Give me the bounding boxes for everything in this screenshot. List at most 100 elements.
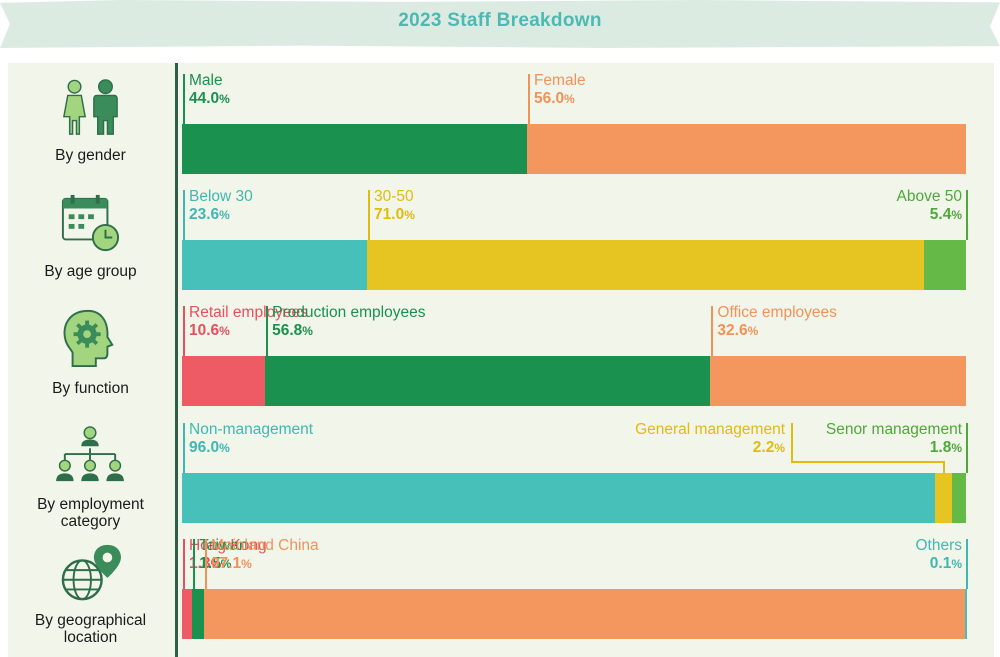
org-chart-icon: [56, 426, 124, 482]
bar-segment: [182, 124, 527, 174]
percent-unit: %: [219, 208, 230, 222]
percent-unit: %: [951, 441, 962, 455]
bar-segment: [951, 473, 966, 523]
globe-pin-icon: [61, 544, 121, 601]
segment-percent: 97.1%: [211, 555, 252, 573]
category-divider: [175, 63, 178, 657]
bar-segment: [265, 356, 711, 406]
percent-value: 5.4: [929, 206, 952, 223]
calendar-clock-icon: [61, 194, 120, 252]
leader-line: [204, 539, 207, 589]
segment-label: Others: [915, 537, 962, 554]
segment-percent: 71.0%: [374, 206, 415, 224]
segment-label: Non-management: [189, 421, 314, 438]
leader-line: [966, 539, 968, 589]
percent-unit: %: [564, 92, 575, 106]
leader-line: [183, 190, 185, 240]
segment-label: Below 30: [189, 188, 253, 205]
percent-value: 44.0: [189, 90, 220, 107]
leader-line: [183, 74, 185, 124]
segment-label: Production employees: [272, 304, 426, 321]
percent-value: 23.6: [189, 206, 220, 223]
row-label-employment: By employment category: [37, 496, 144, 530]
title-band: [0, 0, 1000, 48]
bar-segment: [965, 589, 967, 639]
bar-segment: [192, 589, 204, 639]
percent-unit: %: [951, 557, 962, 571]
percent-value: 1.8: [929, 439, 952, 456]
chart-title: 2023 Staff Breakdown: [398, 10, 602, 31]
leader-line: [943, 461, 946, 473]
bar-segment: [526, 124, 966, 174]
segment-label: Hong Kong: [189, 537, 267, 554]
leader-line: [266, 306, 269, 356]
percent-unit: %: [219, 324, 230, 338]
percent-unit: %: [210, 557, 222, 571]
bar-segment: [182, 240, 368, 290]
leader-line: [368, 190, 371, 240]
segment-percent: 56.8%: [272, 322, 313, 340]
segment-label: Senor management: [825, 421, 962, 438]
segment-percent: 1.5%: [199, 555, 231, 573]
segment-label: Mainland China: [210, 537, 319, 554]
leader-line: [183, 423, 185, 473]
percent-unit: %: [219, 441, 230, 455]
leader-line: [711, 306, 714, 356]
segment-percent: 32.6%: [717, 322, 758, 340]
segment-percent: 2.2%: [753, 439, 785, 457]
head-gear-icon: [63, 309, 114, 368]
percent-unit: %: [220, 557, 232, 571]
bar-segment: [710, 356, 966, 406]
segment-percent: 56.0%: [534, 90, 575, 108]
segment-label: Taiwan: [199, 537, 248, 554]
row-label-gender: By gender: [55, 147, 126, 164]
bar-segment: [367, 240, 924, 290]
segment-percent: 23.6%: [189, 206, 230, 224]
leader-line: [791, 461, 944, 463]
leader-line: [966, 423, 968, 473]
percent-unit: %: [302, 324, 313, 338]
percent-value: 2.2: [752, 439, 775, 456]
bar-segment: [182, 473, 935, 523]
percent-value: 97.1: [210, 555, 242, 572]
row-label-function: By function: [52, 380, 129, 397]
bar-segment: [182, 356, 266, 406]
segment-percent: 5.4%: [930, 206, 962, 224]
percent-value: 56.0: [533, 90, 565, 107]
percent-value: 96.0: [189, 439, 220, 456]
percent-value: 71.0: [374, 206, 405, 223]
segment-percent: 96.0%: [189, 439, 230, 457]
percent-value: 1.5: [199, 555, 221, 572]
percent-unit: %: [774, 441, 785, 455]
segment-percent: 44.0%: [189, 90, 230, 108]
percent-unit: %: [404, 208, 415, 222]
segment-percent: 0.1%: [930, 555, 962, 573]
segment-label: Retail employees: [189, 304, 308, 321]
gender-icon: [63, 79, 118, 135]
leader-line: [966, 190, 968, 240]
leader-line: [183, 539, 185, 589]
percent-unit: %: [241, 557, 252, 571]
bar-segment: [182, 589, 193, 639]
segment-label: General management: [635, 421, 785, 438]
bar-segment: [203, 589, 966, 639]
percent-unit: %: [951, 208, 962, 222]
bar-segment: [934, 473, 952, 523]
leader-line: [193, 539, 196, 589]
percent-unit: %: [747, 324, 759, 338]
percent-value: 10.6: [189, 322, 220, 339]
percent-value: 56.8: [272, 322, 303, 339]
leader-line: [791, 423, 793, 463]
segment-percent: 10.6%: [189, 322, 230, 340]
row-label-age: By age group: [44, 263, 137, 280]
row-label-location: By geographical location: [34, 612, 147, 646]
segment-label: Above 50: [896, 188, 963, 205]
percent-value: 32.6: [717, 322, 748, 339]
percent-value: 0.1: [929, 555, 952, 572]
leader-line: [183, 306, 185, 356]
bar-segment: [923, 240, 966, 290]
percent-unit: %: [219, 92, 230, 106]
segment-label: Male: [189, 72, 223, 89]
segment-percent: 1.8%: [930, 439, 962, 457]
leader-line: [527, 74, 530, 124]
